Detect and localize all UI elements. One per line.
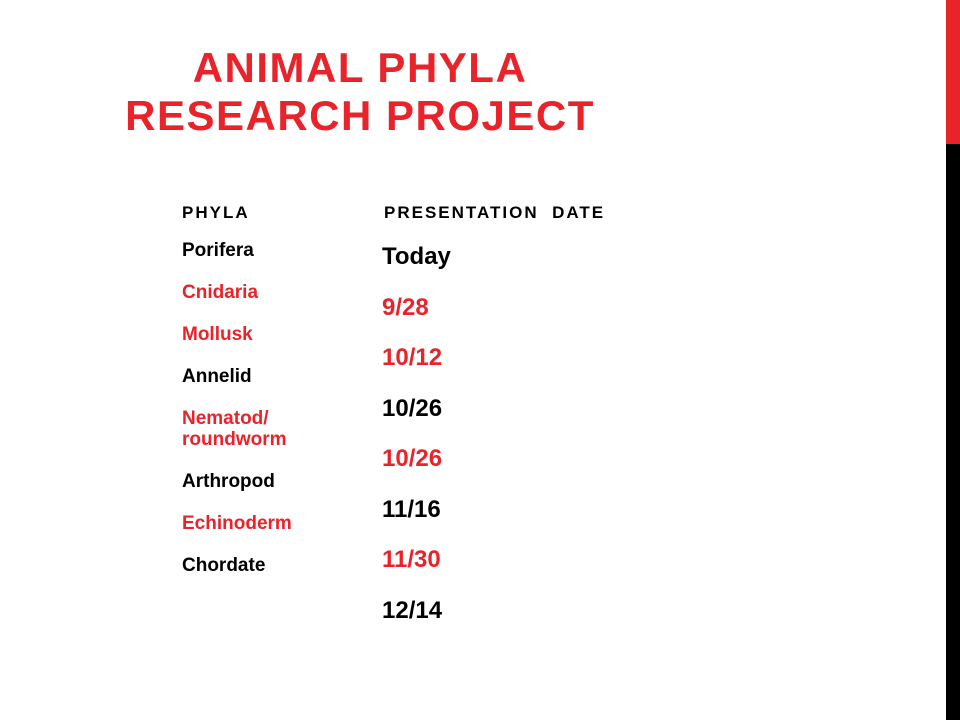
date-item: 12/14 <box>382 596 443 624</box>
title-line-2: RESEARCH PROJECT <box>125 92 595 139</box>
phylum-item: Annelid <box>182 366 252 387</box>
date-item: 10/12 <box>382 344 443 371</box>
phylum-item: Echinoderm <box>182 513 292 534</box>
date-item: 10/26 <box>382 445 443 472</box>
phylum-item: Porifera <box>182 240 254 261</box>
phylum-item: Nematod/ roundworm <box>182 408 287 450</box>
phylum-item: Arthropod <box>182 471 275 492</box>
phylum-item: Chordate <box>182 555 266 576</box>
phyla-column-header: PHYLA <box>182 203 250 222</box>
accent-bar-black <box>946 144 960 720</box>
phylum-item: Cnidaria <box>182 282 259 303</box>
date-item: Today <box>382 243 451 270</box>
date-column-header: PRESENTATION DATE <box>384 203 606 222</box>
title-line-1: ANIMAL PHYLA <box>192 44 528 91</box>
date-list: Today 9/28 10/12 10/26 10/26 11/16 11/30… <box>382 243 451 647</box>
date-item: 9/28 <box>382 293 429 321</box>
date-item: 11/30 <box>382 546 441 573</box>
phyla-list: Porifera Cnidaria Mollusk Annelid Nemato… <box>182 240 292 597</box>
date-item: 11/16 <box>382 495 441 523</box>
accent-bar-red <box>946 0 960 144</box>
slide-title: ANIMAL PHYLA RESEARCH PROJECT <box>40 44 680 140</box>
phylum-item: Mollusk <box>182 324 253 345</box>
date-item: 10/26 <box>382 394 443 422</box>
